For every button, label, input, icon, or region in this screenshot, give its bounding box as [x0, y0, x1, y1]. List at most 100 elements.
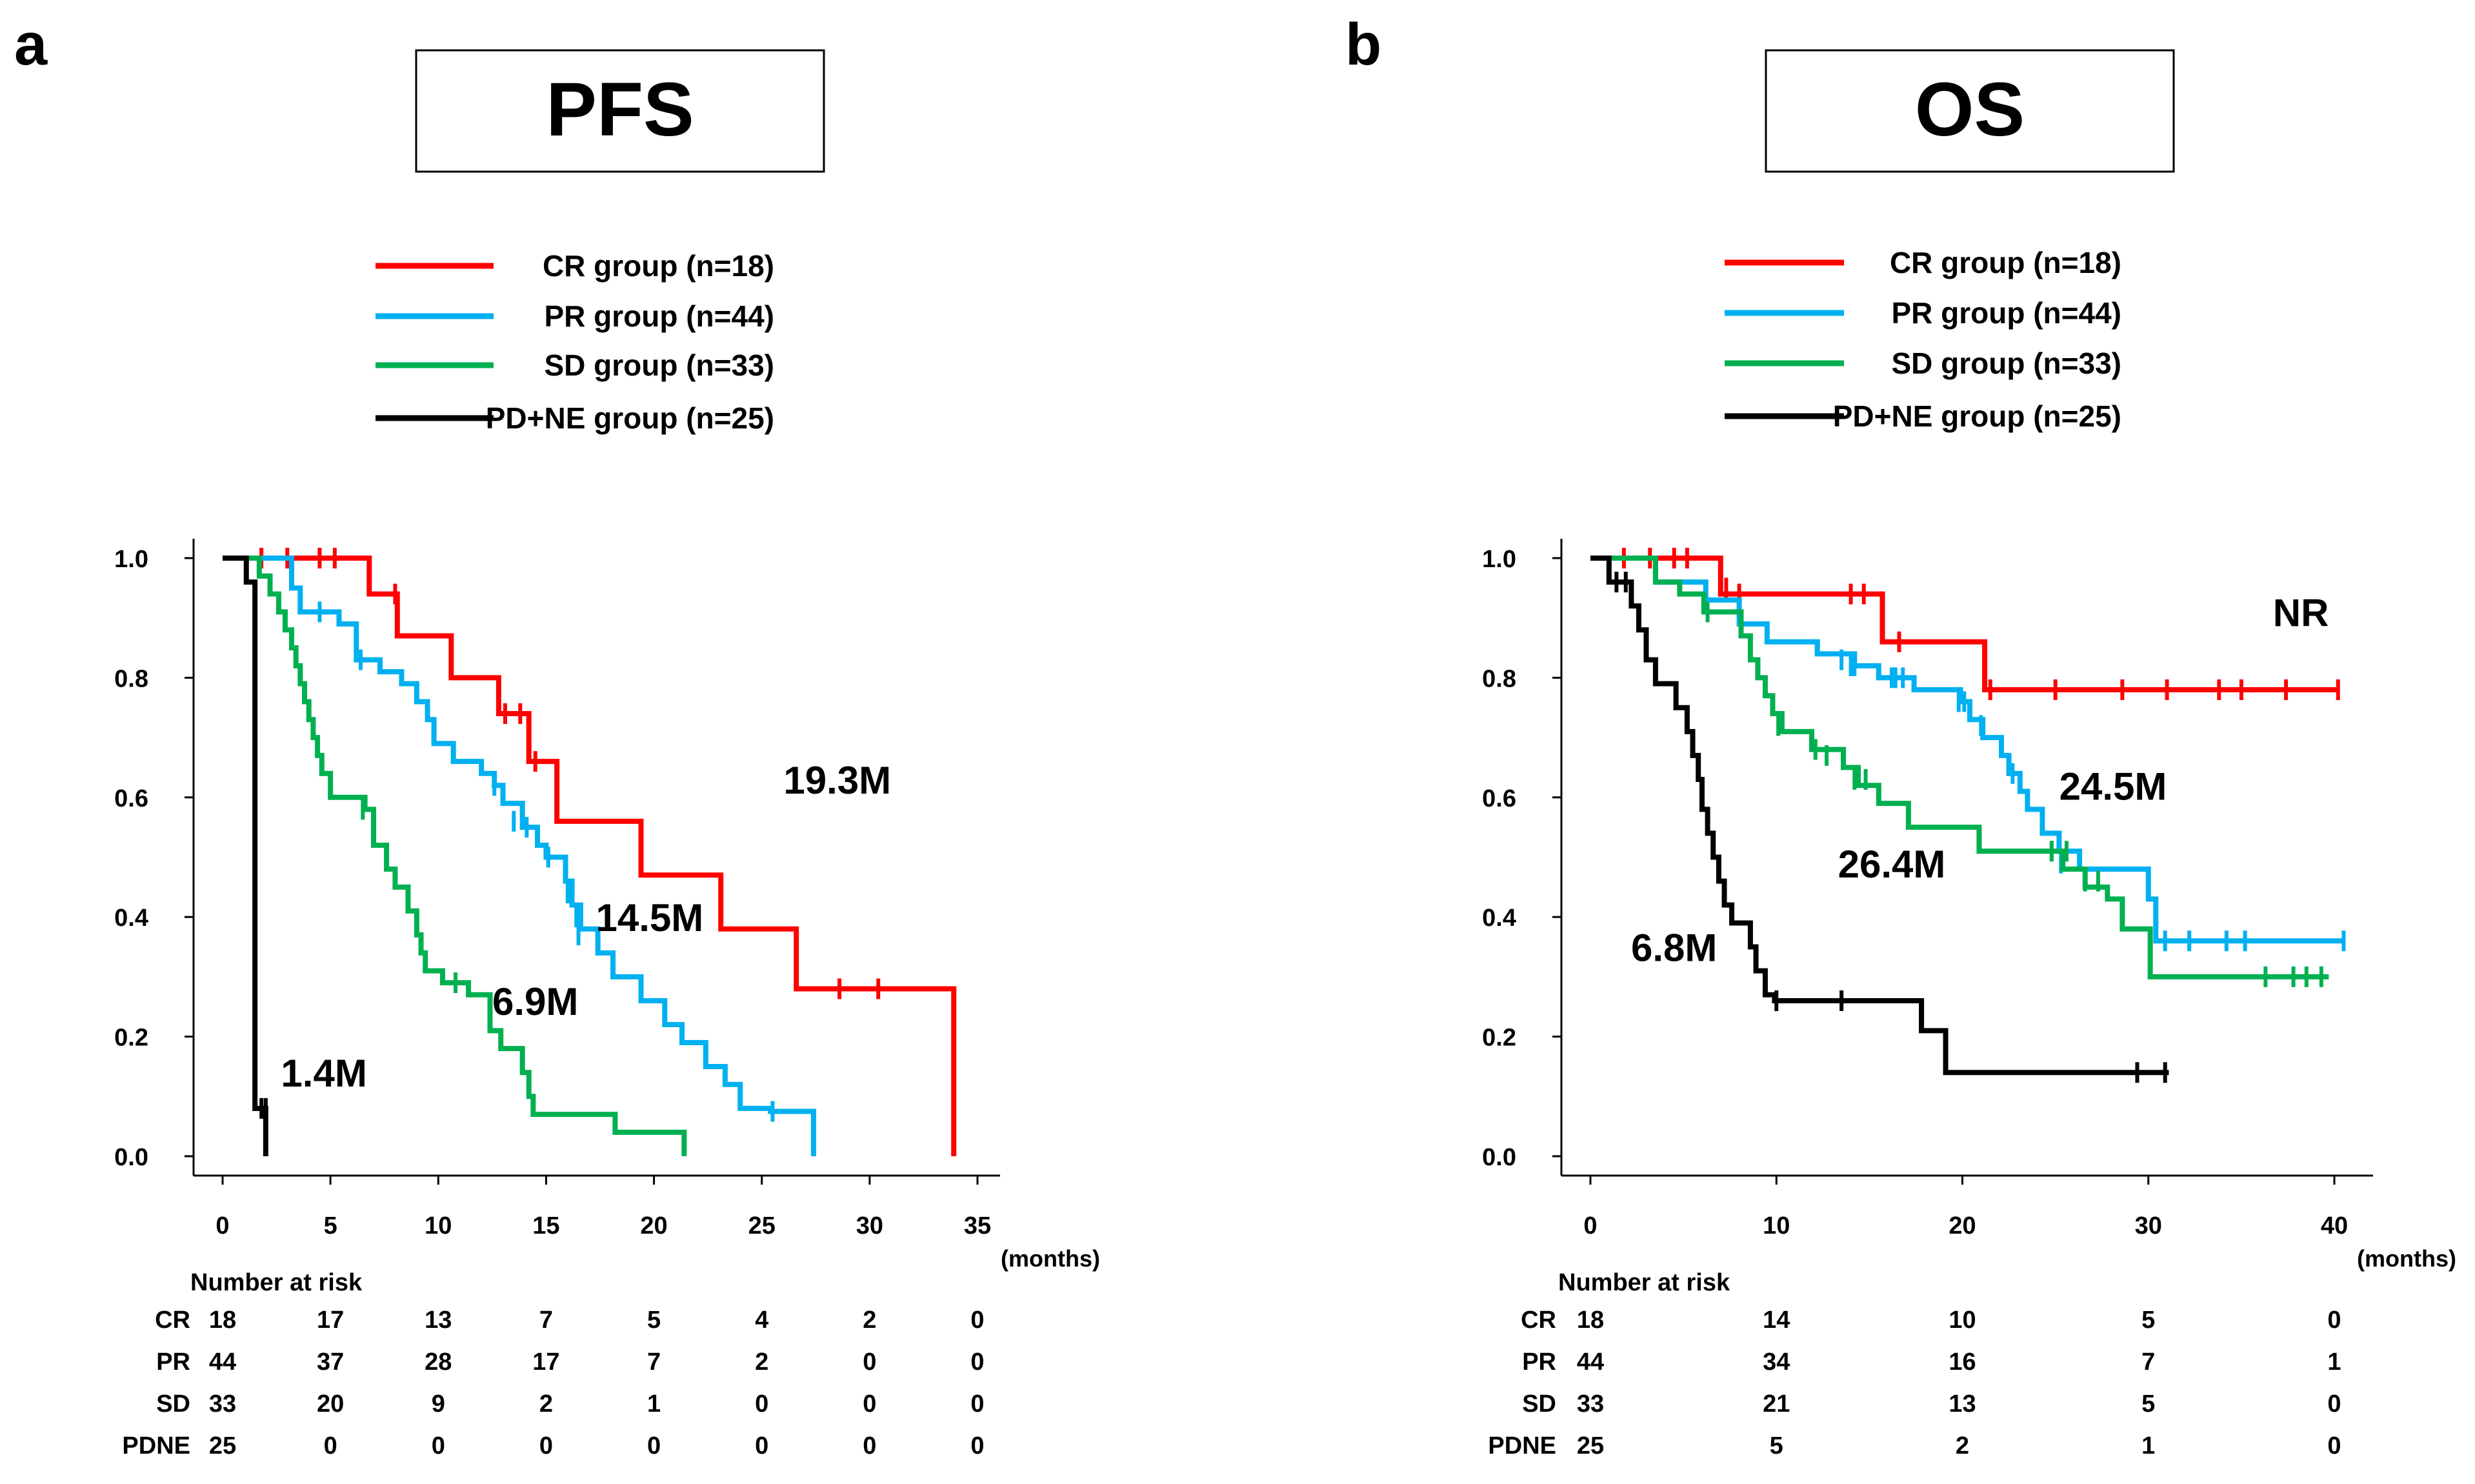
risk-value: 34 — [1763, 1349, 1790, 1376]
risk-value: 13 — [1949, 1390, 1976, 1418]
risk-value: 0 — [970, 1307, 984, 1334]
series-pdne — [223, 556, 268, 1156]
legend-label-sd: SD group (n=33) — [544, 348, 774, 382]
median-label: 24.5M — [2059, 765, 2167, 808]
risk-value: 7 — [2141, 1349, 2155, 1376]
x-tick-label: 40 — [2321, 1212, 2348, 1239]
risk-table-title: Number at risk — [190, 1269, 363, 1296]
legend-label-cr: CR group (n=18) — [1890, 246, 2121, 279]
km-curve-pr — [1590, 556, 2346, 944]
risk-value: 4 — [755, 1307, 768, 1334]
risk-value: 0 — [755, 1432, 768, 1459]
km-curve-pdne — [223, 556, 268, 1156]
y-tick-label: 1.0 — [1482, 546, 1516, 573]
risk-row-label: PR — [156, 1349, 190, 1376]
risk-value: 5 — [2141, 1307, 2155, 1334]
risk-value: 28 — [425, 1349, 452, 1376]
legend: CR group (n=18) PR group (n=44) SD group (… — [376, 249, 774, 435]
risk-value: 10 — [1949, 1307, 1976, 1334]
chart-title: OS — [1915, 67, 2025, 152]
km-curve-sd — [223, 556, 687, 1156]
risk-row-label: PDNE — [1488, 1432, 1556, 1459]
risk-value: 44 — [1577, 1349, 1604, 1376]
risk-value: 1 — [647, 1390, 661, 1418]
series-cr — [1590, 548, 2340, 700]
risk-value: 21 — [1763, 1390, 1790, 1418]
panel-label: b — [1345, 12, 1381, 77]
median-label: 6.8M — [1631, 927, 1717, 970]
series-sd — [223, 556, 687, 1156]
y-tick-label: 0.4 — [1482, 905, 1516, 932]
median-label: 6.9M — [492, 980, 578, 1023]
legend-label-pdne: PD+NE group (n=25) — [486, 401, 774, 435]
median-label: 26.4M — [1838, 843, 1946, 886]
x-tick-label: 30 — [856, 1212, 883, 1239]
y-tick-label: 0.4 — [114, 905, 148, 932]
risk-value: 0 — [970, 1349, 984, 1376]
risk-value: 25 — [1577, 1432, 1604, 1459]
risk-value: 37 — [317, 1349, 344, 1376]
risk-value: 0 — [863, 1349, 876, 1376]
x-tick-label: 20 — [640, 1212, 667, 1239]
risk-value: 33 — [1577, 1390, 1604, 1418]
risk-row-label: CR — [155, 1307, 190, 1334]
y-tick-label: 0.2 — [1482, 1025, 1516, 1052]
km-curve-pdne — [1590, 556, 2169, 1076]
series-pdne — [1590, 556, 2169, 1083]
y-tick-label: 0.0 — [114, 1144, 148, 1171]
risk-value: 18 — [209, 1307, 236, 1334]
median-label: 14.5M — [596, 896, 704, 939]
series-pr — [223, 556, 816, 1156]
risk-value: 2 — [863, 1307, 876, 1334]
risk-value: 7 — [647, 1349, 661, 1376]
risk-value: 9 — [432, 1390, 445, 1418]
risk-row-label: CR — [1521, 1307, 1556, 1334]
km-curve-cr — [1590, 556, 2338, 692]
y-tick-label: 0.6 — [1482, 785, 1516, 812]
risk-value: 2 — [539, 1390, 553, 1418]
risk-value: 44 — [209, 1349, 236, 1376]
risk-row-label: PR — [1522, 1349, 1556, 1376]
x-tick-label: 0 — [215, 1212, 229, 1239]
risk-row-label: SD — [156, 1390, 190, 1418]
risk-value: 1 — [2327, 1349, 2341, 1376]
x-tick-label: 10 — [425, 1212, 452, 1239]
title-box — [1765, 49, 2175, 173]
legend-label-pr: PR group (n=44) — [544, 299, 774, 333]
x-axis-label: (months) — [1001, 1245, 1100, 1272]
risk-value: 1 — [2141, 1432, 2155, 1459]
median-label: 19.3M — [783, 759, 891, 802]
risk-value: 25 — [209, 1432, 236, 1459]
risk-value: 16 — [1949, 1349, 1976, 1376]
risk-value: 0 — [647, 1432, 661, 1459]
risk-value: 2 — [1956, 1432, 1969, 1459]
risk-value: 18 — [1577, 1307, 1604, 1334]
x-tick-label: 30 — [2135, 1212, 2162, 1239]
panel-label: a — [14, 12, 48, 77]
risk-value: 0 — [970, 1432, 984, 1459]
series-pr — [1590, 556, 2346, 952]
x-tick-label: 25 — [748, 1212, 776, 1239]
risk-value: 13 — [425, 1307, 452, 1334]
risk-table-title: Number at risk — [1558, 1269, 1730, 1296]
risk-value: 20 — [317, 1390, 344, 1418]
x-tick-label: 20 — [1949, 1212, 1976, 1239]
y-tick-label: 0.0 — [1482, 1144, 1516, 1171]
risk-value: 0 — [324, 1432, 337, 1459]
risk-value: 0 — [2327, 1432, 2341, 1459]
legend-label-cr: CR group (n=18) — [543, 249, 774, 283]
risk-value: 0 — [970, 1390, 984, 1418]
y-tick-label: 0.2 — [114, 1025, 148, 1052]
risk-row-label: SD — [1522, 1390, 1556, 1418]
panel-a: a PFS CR group (n=18) PR group (n=44) SD gro… — [14, 12, 1100, 1459]
risk-row-label: PDNE — [122, 1432, 190, 1459]
risk-value: 0 — [432, 1432, 445, 1459]
legend-label-pdne: PD+NE group (n=25) — [1833, 399, 2121, 433]
median-label: 1.4M — [281, 1052, 366, 1095]
x-tick-label: 15 — [532, 1212, 559, 1239]
legend-label-pr: PR group (n=44) — [1891, 296, 2121, 330]
x-tick-label: 5 — [324, 1212, 337, 1239]
legend: CR group (n=18) PR group (n=44) SD group (… — [1725, 246, 2121, 433]
